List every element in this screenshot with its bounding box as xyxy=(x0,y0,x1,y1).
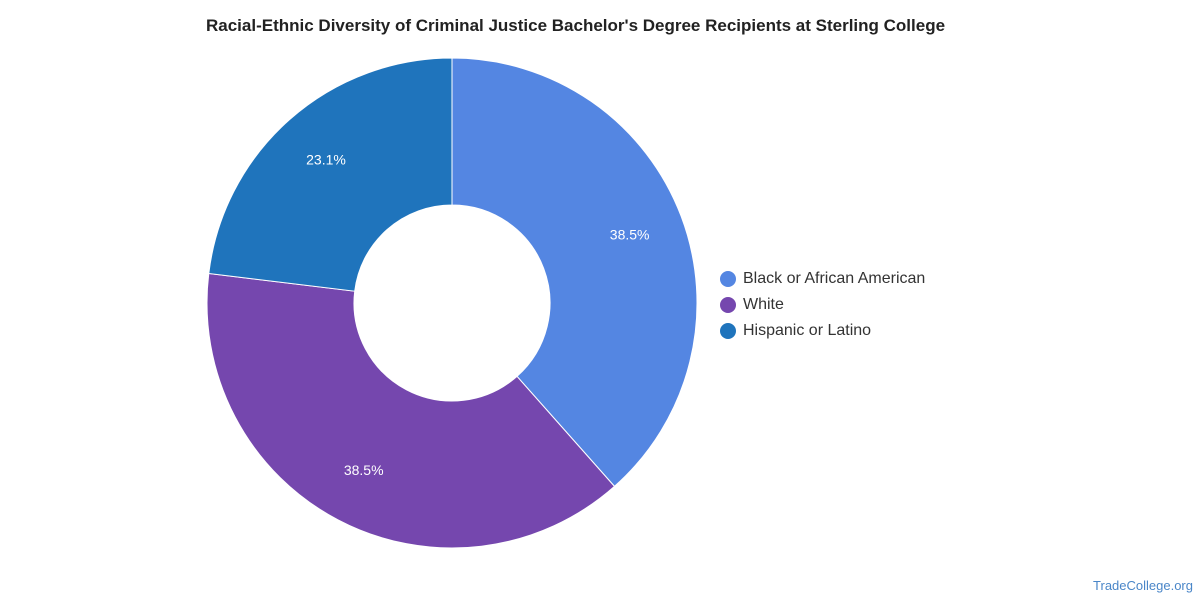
legend-swatch xyxy=(720,297,736,313)
legend-label: Black or African American xyxy=(743,270,926,287)
slice-data-label: 23.1% xyxy=(306,151,346,167)
slice-hispanic-or-latino[interactable] xyxy=(208,57,453,292)
legend-swatch xyxy=(720,271,736,287)
legend-swatch xyxy=(720,323,736,339)
slice-white[interactable] xyxy=(206,272,616,549)
slice-data-label: 38.5% xyxy=(344,462,384,478)
slice-black-or-african-american[interactable] xyxy=(451,57,698,488)
source-watermark[interactable]: TradeCollege.org xyxy=(1093,578,1193,593)
legend-label: Hispanic or Latino xyxy=(743,322,872,339)
legend-item-black-or-african-american[interactable]: Black or African American xyxy=(720,266,925,292)
legend-label: White xyxy=(743,296,784,313)
legend-item-hispanic-or-latino[interactable]: Hispanic or Latino xyxy=(720,318,925,344)
legend: Black or African American White Hispanic… xyxy=(720,266,925,344)
slice-data-label: 38.5% xyxy=(610,226,650,242)
chart-title: Racial-Ethnic Diversity of Criminal Just… xyxy=(206,16,946,35)
legend-item-white[interactable]: White xyxy=(720,292,925,318)
